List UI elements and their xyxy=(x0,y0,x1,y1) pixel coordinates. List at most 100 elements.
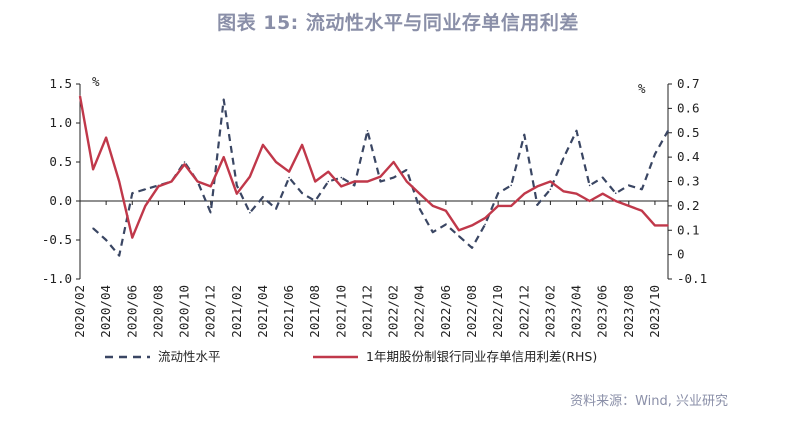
series-1-point xyxy=(458,229,460,232)
series-1-point xyxy=(471,224,473,227)
series-1-point xyxy=(196,180,199,183)
left-tick-label: -0.5 xyxy=(42,232,72,247)
left-axis-unit: % xyxy=(92,74,100,89)
series-0-point xyxy=(667,130,669,132)
x-tick-label: 2021/02 xyxy=(229,285,244,338)
series-0-point xyxy=(366,130,369,132)
series-1-point xyxy=(379,175,382,178)
x-tick-label: 2022/02 xyxy=(386,285,401,338)
right-tick-label: 0.3 xyxy=(677,174,700,189)
series-0-point xyxy=(510,184,512,187)
series-1-point xyxy=(549,180,552,183)
x-tick-label: 2021/08 xyxy=(307,285,322,338)
series-0-point xyxy=(209,211,212,214)
axes: -1.0 -0.5 0.0 0.5 1.0 1.5 % -0.1 0 0.1 0.2 0.3 0.4 0.… xyxy=(42,74,707,338)
series-1-point xyxy=(92,168,94,171)
series-0-point xyxy=(601,176,604,179)
left-tick-label: -1.0 xyxy=(42,271,72,286)
x-tick-label: 2021/10 xyxy=(333,285,348,338)
right-tick-label: 0.6 xyxy=(677,100,700,115)
x-tick-label: 2020/10 xyxy=(177,285,192,338)
series-0-point xyxy=(458,235,460,237)
series-1-point xyxy=(497,205,499,207)
legend-label-spread: 1年期股份制银行同业存单信用利差(RHS) xyxy=(366,349,597,364)
series-1-point xyxy=(405,180,408,183)
x-tick-label: 2022/06 xyxy=(438,285,453,338)
series-0-point xyxy=(523,133,526,136)
series-0-point xyxy=(614,192,617,194)
x-tick-label: 2020/06 xyxy=(124,285,139,338)
series-0-point xyxy=(588,184,591,187)
x-tick-label: 2022/12 xyxy=(516,285,531,338)
series-1-point xyxy=(536,185,539,188)
series-1-point xyxy=(628,205,630,207)
x-tick-label: 2022/10 xyxy=(490,285,505,338)
series-1-point xyxy=(105,136,107,139)
series-1-point xyxy=(118,180,120,183)
series-0-point xyxy=(222,98,225,101)
series-1-point xyxy=(249,175,251,178)
x-tick-label: 2020/08 xyxy=(150,285,165,338)
series-0-point xyxy=(327,180,330,183)
right-axis-unit: % xyxy=(638,81,646,96)
right-tick-label: 0.1 xyxy=(677,222,700,237)
source-note: 资料来源：Wind, 兴业研究 xyxy=(570,394,728,409)
series-1-point xyxy=(144,205,147,207)
series-1-point xyxy=(575,192,578,195)
series-1-point xyxy=(262,144,264,146)
right-tick-label: -0.1 xyxy=(677,271,707,286)
series-1-point xyxy=(641,209,643,212)
series-1-point xyxy=(562,190,565,193)
series-1-point xyxy=(327,170,330,173)
x-tick-label: 2020/02 xyxy=(72,285,87,338)
series-1-point xyxy=(222,156,225,158)
series-0-point xyxy=(131,192,134,194)
series-0-point xyxy=(340,176,343,179)
right-tick-label: 0.4 xyxy=(677,149,700,164)
series-0-point xyxy=(497,192,499,194)
left-tick-label: 0.0 xyxy=(49,193,72,208)
right-tick-label: 0.7 xyxy=(677,76,700,91)
series-0-point xyxy=(144,188,147,191)
series-0-point xyxy=(379,180,382,183)
series-0-point xyxy=(654,153,656,155)
series-0-point xyxy=(445,223,447,226)
x-tick-label: 2021/04 xyxy=(255,285,270,338)
x-tick-label: 2020/04 xyxy=(98,285,113,338)
series-0-point xyxy=(471,247,473,249)
series-1-point xyxy=(418,192,421,195)
series-1-point xyxy=(432,205,434,207)
series-1-point xyxy=(445,209,447,212)
x-tick-label: 2023/06 xyxy=(595,285,610,338)
series-0-point xyxy=(118,254,120,257)
x-tick-label: 2021/06 xyxy=(281,285,296,338)
x-tick-label: 2023/04 xyxy=(569,285,584,338)
series-0-point xyxy=(628,184,630,187)
series-1-point xyxy=(314,180,317,183)
legend-label-liquidity: 流动性水平 xyxy=(158,349,221,364)
series-1-point xyxy=(667,224,669,227)
series-0-point xyxy=(314,200,317,202)
series-1-point xyxy=(275,161,277,163)
series-1-point xyxy=(614,200,617,202)
series-1-point xyxy=(392,161,395,163)
right-tick-label: 0.5 xyxy=(677,125,700,140)
left-tick-label: 0.5 xyxy=(49,154,72,169)
series-1-point xyxy=(510,205,512,207)
series-0-point xyxy=(641,188,643,191)
series-1-point xyxy=(366,180,369,183)
series-0-point xyxy=(549,188,552,191)
series-0-point xyxy=(575,130,578,132)
series-0-point xyxy=(353,184,356,187)
series-0-point xyxy=(275,208,277,210)
x-tick-label: 2023/02 xyxy=(542,285,557,338)
series-0-point xyxy=(562,157,565,159)
series-0-point xyxy=(405,169,408,171)
series-1-point xyxy=(79,95,81,97)
x-tick-label: 2023/10 xyxy=(647,285,662,338)
series-1-point xyxy=(157,185,160,188)
series-0-point xyxy=(418,208,421,210)
series-0-point xyxy=(392,176,395,179)
series-0-point xyxy=(105,239,107,241)
